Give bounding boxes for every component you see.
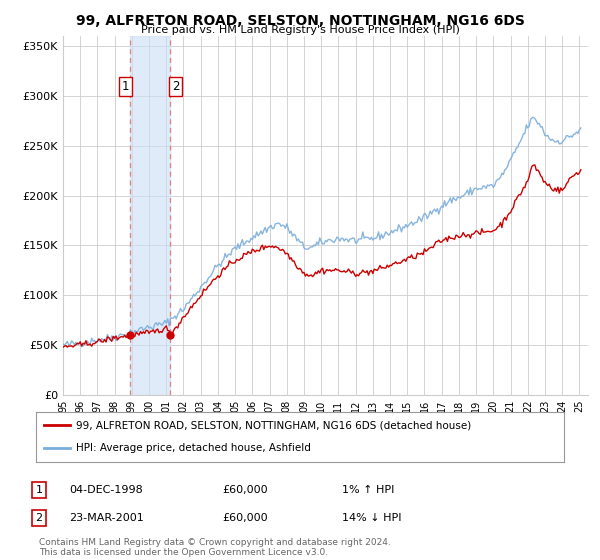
Text: Contains HM Land Registry data © Crown copyright and database right 2024.
This d: Contains HM Land Registry data © Crown c… <box>39 538 391 557</box>
Text: 14% ↓ HPI: 14% ↓ HPI <box>342 513 401 523</box>
Text: 04-DEC-1998: 04-DEC-1998 <box>69 485 143 495</box>
Text: 99, ALFRETON ROAD, SELSTON, NOTTINGHAM, NG16 6DS: 99, ALFRETON ROAD, SELSTON, NOTTINGHAM, … <box>76 14 524 28</box>
Text: 23-MAR-2001: 23-MAR-2001 <box>69 513 144 523</box>
Text: 1: 1 <box>122 80 129 92</box>
Bar <box>130 36 170 395</box>
Text: 2: 2 <box>35 513 43 523</box>
Text: 1% ↑ HPI: 1% ↑ HPI <box>342 485 394 495</box>
Text: 2: 2 <box>172 80 179 92</box>
Text: 1: 1 <box>35 485 43 495</box>
Text: £60,000: £60,000 <box>222 513 268 523</box>
Text: 99, ALFRETON ROAD, SELSTON, NOTTINGHAM, NG16 6DS (detached house): 99, ALFRETON ROAD, SELSTON, NOTTINGHAM, … <box>76 420 471 430</box>
Text: Price paid vs. HM Land Registry's House Price Index (HPI): Price paid vs. HM Land Registry's House … <box>140 25 460 35</box>
Text: HPI: Average price, detached house, Ashfield: HPI: Average price, detached house, Ashf… <box>76 444 310 454</box>
Text: £60,000: £60,000 <box>222 485 268 495</box>
